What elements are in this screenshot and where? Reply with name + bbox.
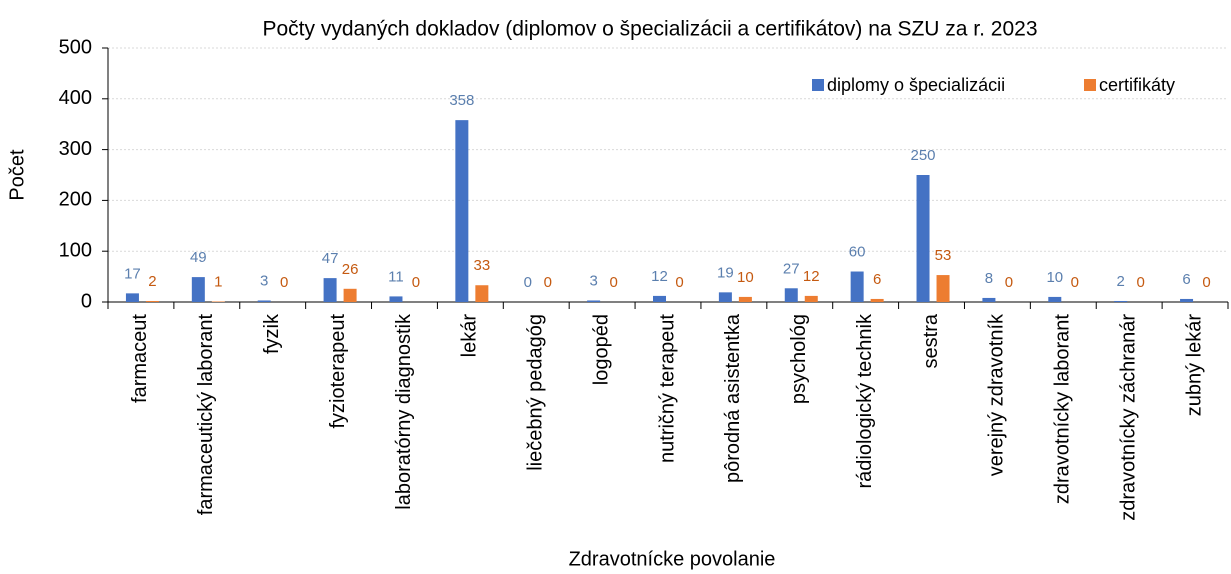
bar: [1180, 298, 1194, 302]
chart-title: Počty vydaných dokladov (diplomov o špec…: [262, 18, 1037, 41]
data-label: 49: [190, 249, 207, 266]
legend-label: certifikáty: [1099, 75, 1175, 95]
bar: [257, 300, 271, 302]
bar: [982, 297, 996, 302]
data-label: 0: [609, 274, 617, 291]
data-label: 53: [935, 247, 952, 264]
y-tick-label: 200: [59, 189, 92, 211]
data-label: 0: [1137, 274, 1145, 291]
y-tick-label: 500: [59, 36, 92, 58]
bar: [455, 120, 469, 302]
data-label: 0: [1005, 274, 1013, 291]
data-label: 11: [388, 268, 404, 285]
bar: [1048, 296, 1062, 302]
data-label: 10: [737, 269, 754, 286]
x-tick-label: farmaceut: [129, 314, 151, 403]
data-label: 2: [148, 273, 156, 290]
bar: [870, 298, 884, 302]
x-tick-label: sestra: [920, 313, 942, 368]
x-tick-label: zdravotnícky záchranár: [1117, 314, 1139, 521]
bar: [1114, 300, 1128, 302]
data-label: 250: [911, 147, 936, 164]
y-axis-label: Počet: [6, 149, 28, 201]
x-tick-label: lekár: [459, 314, 481, 358]
bar: [936, 275, 950, 302]
data-label: 0: [280, 274, 288, 291]
data-label: 26: [342, 261, 359, 278]
data-label: 2: [1117, 273, 1125, 290]
data-label: 0: [412, 274, 420, 291]
bar: [784, 288, 798, 302]
data-label: 60: [849, 243, 866, 260]
data-label: 3: [589, 272, 597, 289]
bar: [191, 277, 205, 302]
bar: [804, 295, 818, 302]
data-label: 0: [524, 274, 532, 291]
y-tick-label: 0: [81, 290, 92, 312]
bar: [475, 285, 489, 302]
x-tick-label: farmaceutický laborant: [195, 314, 217, 516]
y-tick-label: 400: [59, 87, 92, 109]
bar: [738, 296, 752, 302]
data-label: 1: [214, 273, 222, 290]
data-label: 19: [717, 264, 734, 281]
data-label: 10: [1046, 269, 1063, 286]
x-tick-label: fyzioterapeut: [327, 314, 349, 429]
x-tick-label: nutričný terapeut: [656, 314, 678, 463]
data-label: 17: [124, 265, 141, 282]
x-tick-label: pôrodná asistentka: [722, 313, 744, 483]
x-tick-label: fyzik: [261, 313, 283, 354]
bar: [389, 296, 403, 302]
x-tick-label: laboratórny diagnostik: [393, 313, 415, 510]
x-tick-label: logopéd: [590, 314, 612, 385]
y-tick-label: 100: [59, 239, 92, 261]
legend-swatch: [812, 79, 824, 91]
data-label: 6: [1182, 271, 1190, 288]
x-tick-label: zubný lekár: [1183, 314, 1205, 417]
data-label: 358: [449, 92, 474, 109]
x-tick-label: psychológ: [788, 314, 810, 404]
legend-label: diplomy o špecializácii: [827, 75, 1005, 95]
data-label: 0: [1071, 274, 1079, 291]
data-label: 8: [985, 270, 993, 287]
data-label: 6: [873, 271, 881, 288]
bar: [850, 271, 864, 302]
bar: [653, 295, 666, 302]
data-label: 33: [474, 257, 491, 274]
data-label: 0: [1202, 274, 1210, 291]
bar: [125, 293, 139, 302]
bar: [323, 278, 337, 302]
data-label: 12: [803, 268, 820, 285]
x-tick-label: rádiologický technik: [854, 313, 876, 489]
data-label: 0: [544, 274, 552, 291]
data-label: 3: [260, 272, 268, 289]
bar: [916, 175, 930, 302]
x-axis-label: Zdravotnícke povolanie: [569, 548, 776, 570]
x-tick-label: zdravotnícky laborant: [1052, 314, 1074, 505]
y-tick-label: 300: [59, 138, 92, 160]
x-tick-label: liečebný pedagóg: [525, 314, 547, 471]
data-label: 47: [322, 250, 339, 267]
data-label: 0: [675, 274, 683, 291]
bar: [211, 301, 225, 302]
bar: [145, 300, 159, 302]
bar: [718, 292, 732, 302]
bar: [587, 300, 601, 302]
data-label: 12: [651, 268, 668, 285]
bar: [343, 288, 357, 302]
x-tick-label: verejný zdravotník: [986, 313, 1008, 476]
legend-swatch: [1084, 79, 1096, 91]
data-label: 27: [783, 260, 800, 277]
